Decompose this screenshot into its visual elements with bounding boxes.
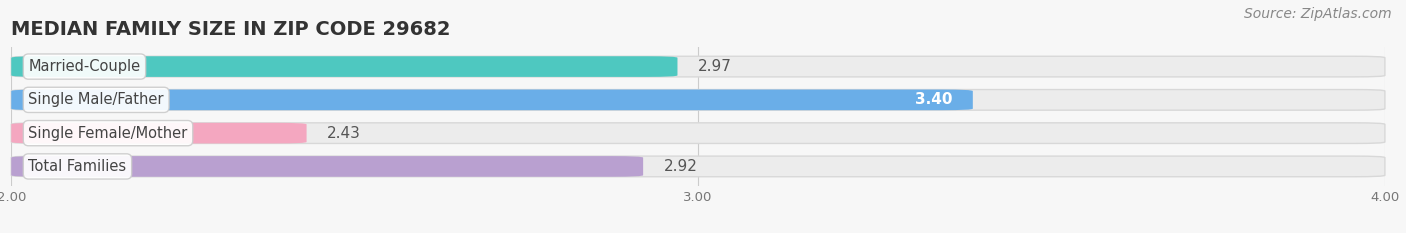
FancyBboxPatch shape <box>11 123 307 144</box>
FancyBboxPatch shape <box>11 156 1385 177</box>
Text: MEDIAN FAMILY SIZE IN ZIP CODE 29682: MEDIAN FAMILY SIZE IN ZIP CODE 29682 <box>11 21 451 39</box>
Text: Single Male/Father: Single Male/Father <box>28 92 165 107</box>
Text: 2.92: 2.92 <box>664 159 697 174</box>
Text: Married-Couple: Married-Couple <box>28 59 141 74</box>
Text: Source: ZipAtlas.com: Source: ZipAtlas.com <box>1244 7 1392 21</box>
FancyBboxPatch shape <box>11 56 678 77</box>
FancyBboxPatch shape <box>11 89 1385 110</box>
Text: 3.40: 3.40 <box>915 92 952 107</box>
Text: Total Families: Total Families <box>28 159 127 174</box>
FancyBboxPatch shape <box>11 156 643 177</box>
Text: 2.97: 2.97 <box>697 59 733 74</box>
Text: 2.43: 2.43 <box>328 126 361 141</box>
FancyBboxPatch shape <box>11 123 1385 144</box>
FancyBboxPatch shape <box>11 89 973 110</box>
FancyBboxPatch shape <box>11 56 1385 77</box>
Text: Single Female/Mother: Single Female/Mother <box>28 126 187 141</box>
